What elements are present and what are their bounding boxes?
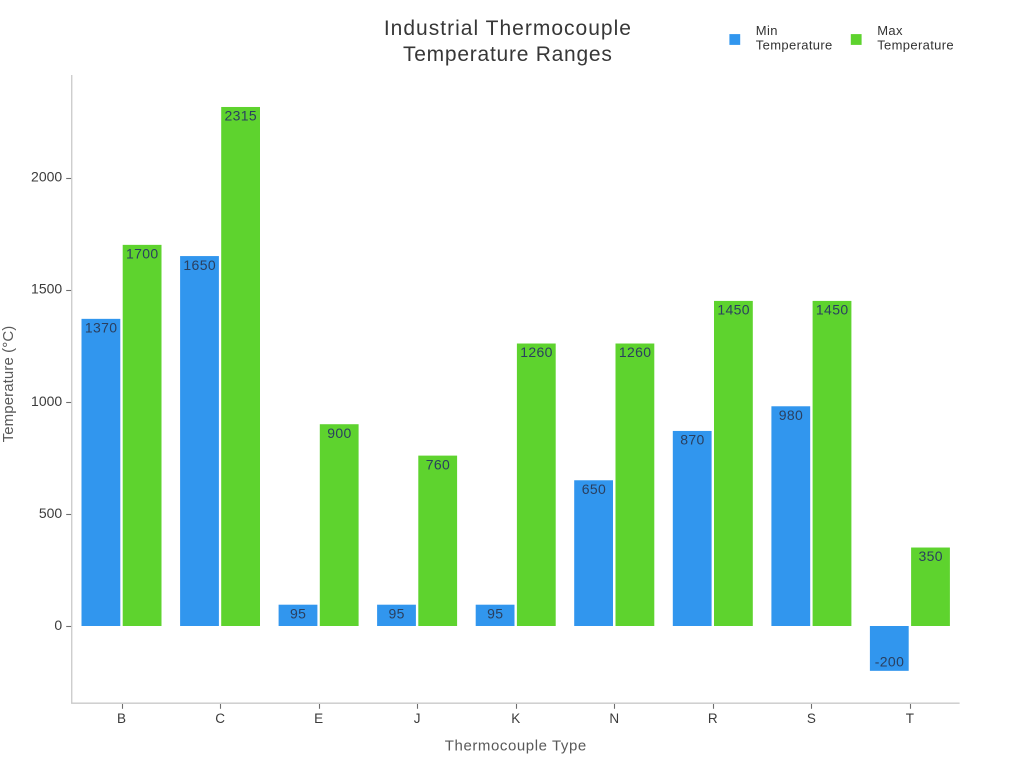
- svg-text:650: 650: [582, 481, 606, 497]
- svg-text:350: 350: [918, 548, 942, 564]
- svg-text:2315: 2315: [225, 108, 258, 124]
- svg-text:1370: 1370: [85, 320, 118, 336]
- svg-text:1700: 1700: [126, 246, 159, 262]
- svg-text:J: J: [414, 711, 421, 726]
- svg-text:760: 760: [426, 456, 450, 472]
- svg-text:95: 95: [389, 605, 405, 621]
- svg-text:Thermocouple Type: Thermocouple Type: [445, 738, 587, 755]
- svg-text:-200: -200: [875, 654, 904, 670]
- svg-text:1500: 1500: [31, 281, 62, 297]
- svg-text:1450: 1450: [717, 302, 750, 318]
- svg-text:900: 900: [327, 425, 351, 441]
- svg-text:980: 980: [779, 407, 803, 423]
- svg-text:1260: 1260: [520, 344, 553, 360]
- svg-text:0: 0: [54, 617, 62, 633]
- svg-text:E: E: [314, 711, 323, 726]
- svg-text:S: S: [807, 711, 816, 726]
- svg-text:K: K: [511, 711, 520, 726]
- svg-text:1000: 1000: [31, 393, 62, 409]
- svg-text:1450: 1450: [816, 302, 849, 318]
- svg-text:95: 95: [487, 605, 503, 621]
- svg-text:500: 500: [39, 505, 63, 521]
- svg-text:Max: Max: [877, 23, 903, 38]
- svg-text:Temperature: Temperature: [877, 38, 954, 53]
- svg-text:Temperature: Temperature: [756, 38, 833, 53]
- svg-text:Temperature Ranges: Temperature Ranges: [403, 43, 613, 66]
- svg-text:1260: 1260: [619, 344, 652, 360]
- svg-text:T: T: [906, 711, 914, 726]
- svg-text:95: 95: [290, 605, 306, 621]
- svg-text:2000: 2000: [31, 169, 62, 185]
- svg-text:Industrial Thermocouple: Industrial Thermocouple: [384, 17, 632, 40]
- svg-text:870: 870: [680, 432, 704, 448]
- svg-text:Temperature (°C): Temperature (°C): [0, 326, 17, 443]
- svg-text:R: R: [708, 711, 718, 726]
- svg-text:1650: 1650: [183, 257, 216, 273]
- svg-text:C: C: [215, 711, 225, 726]
- svg-text:B: B: [117, 711, 126, 726]
- svg-text:N: N: [609, 711, 619, 726]
- svg-text:Min: Min: [756, 23, 778, 38]
